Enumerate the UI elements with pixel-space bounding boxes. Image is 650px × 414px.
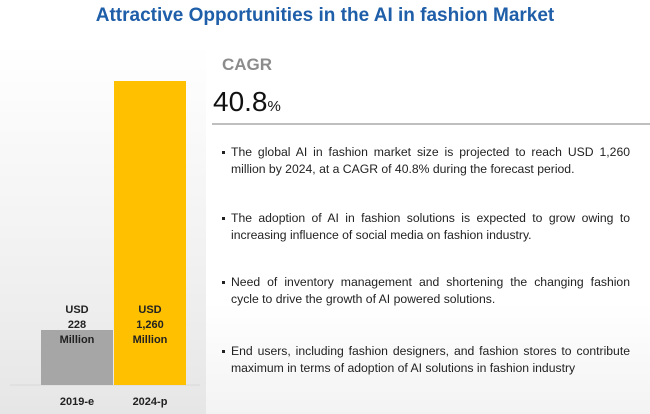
bullet-icon — [222, 350, 225, 353]
page-title: Attractive Opportunities in the AI in fa… — [95, 5, 555, 26]
cagr-unit: % — [267, 98, 281, 115]
bar-2019-e — [41, 329, 113, 385]
bar-data-label-line: 1,260 — [136, 319, 164, 331]
key-points-list: The global AI in fashion market size is … — [222, 144, 630, 409]
key-point-text: The global AI in fashion market size is … — [231, 145, 630, 176]
x-tick-label: 2019-e — [60, 396, 94, 408]
bar-data-label-line: USD — [138, 304, 162, 316]
bar-data-label-line: Million — [59, 334, 95, 346]
key-point-text: Need of inventory management and shorten… — [231, 275, 630, 306]
cagr-value: 40.8% — [213, 86, 281, 118]
bar-data-label-line: USD — [65, 304, 89, 316]
key-point-item: The global AI in fashion market size is … — [222, 144, 630, 178]
cagr-label: CAGR — [222, 55, 273, 74]
bar-chart: 2019-e 2024-p — [10, 81, 200, 408]
x-tick-label: 2024-p — [133, 396, 168, 408]
key-point-text: End users, including fashion designers, … — [231, 344, 630, 375]
label-2024-bar: USD 1,260 Million — [106, 303, 194, 348]
key-point-item: Need of inventory management and shorten… — [222, 274, 630, 308]
key-point-text: The adoption of AI in fashion solutions … — [231, 211, 630, 242]
key-point-item: End users, including fashion designers, … — [222, 343, 630, 377]
content-panel-background — [206, 45, 650, 414]
label-2019-bar: USD 228 Million — [33, 303, 121, 348]
bullet-icon — [222, 217, 225, 220]
bullet-icon — [222, 151, 225, 154]
bar-2024-p — [114, 81, 186, 385]
bullet-icon — [222, 281, 225, 284]
key-point-item: The adoption of AI in fashion solutions … — [222, 210, 630, 244]
cagr-number: 40.8 — [213, 86, 268, 117]
cagr-divider — [212, 123, 650, 125]
bar-data-label-line: 228 — [67, 319, 87, 331]
bar-data-label-line: Million — [132, 334, 168, 346]
